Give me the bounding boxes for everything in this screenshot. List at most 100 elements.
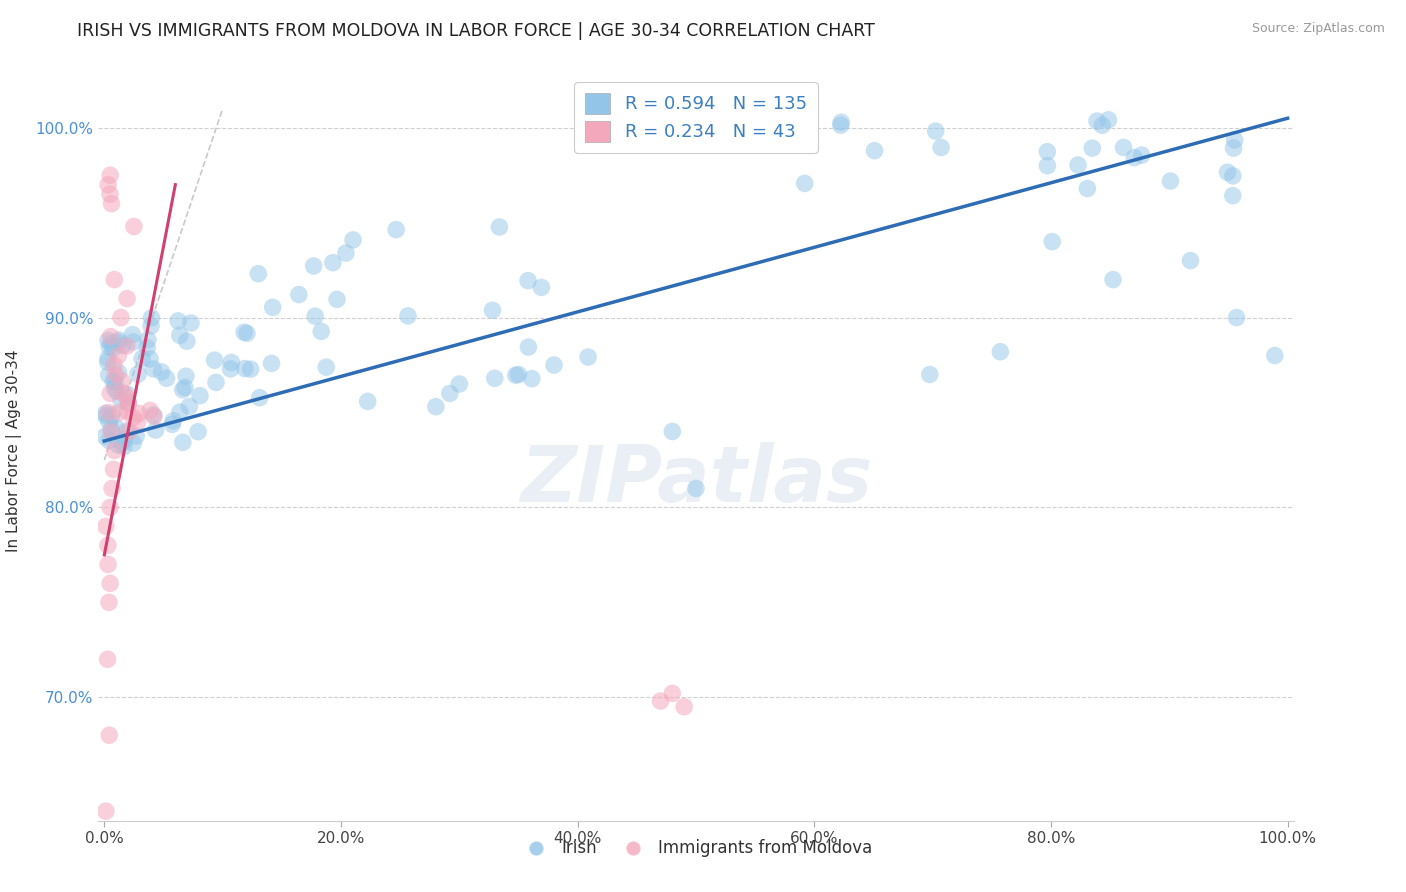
Point	[141, 310, 163, 325]
Point	[1036, 159, 1059, 173]
Point	[169, 405, 191, 419]
Point	[1091, 118, 1114, 132]
Point	[103, 462, 125, 476]
Point	[100, 408, 122, 422]
Point	[97, 595, 120, 609]
Point	[385, 222, 408, 236]
Point	[233, 361, 256, 376]
Point	[110, 374, 132, 388]
Point	[174, 369, 197, 384]
Point	[98, 434, 121, 448]
Point	[1081, 141, 1104, 155]
Point	[97, 351, 120, 366]
Point	[661, 425, 683, 439]
Point	[304, 309, 326, 323]
Text: ZIPatlas: ZIPatlas	[520, 442, 872, 518]
Point	[101, 342, 124, 356]
Point	[172, 383, 194, 397]
Point	[118, 425, 141, 439]
Point	[505, 368, 527, 383]
Point	[205, 376, 228, 390]
Point	[128, 407, 150, 421]
Point	[517, 274, 540, 288]
Point	[115, 424, 138, 438]
Point	[136, 341, 159, 355]
Point	[97, 368, 120, 382]
Point	[929, 140, 952, 154]
Point	[1180, 253, 1202, 268]
Point	[673, 699, 696, 714]
Point	[1216, 165, 1239, 179]
Point	[1097, 112, 1119, 127]
Point	[112, 386, 135, 401]
Point	[107, 438, 129, 452]
Point	[576, 350, 599, 364]
Point	[488, 219, 510, 234]
Point	[1222, 188, 1244, 202]
Point	[122, 436, 145, 450]
Point	[1264, 349, 1286, 363]
Point	[247, 267, 270, 281]
Point	[104, 376, 127, 390]
Point	[830, 118, 852, 132]
Point	[108, 333, 131, 347]
Point	[179, 400, 201, 414]
Point	[449, 377, 471, 392]
Point	[107, 366, 129, 380]
Point	[94, 409, 117, 423]
Point	[167, 314, 190, 328]
Point	[204, 353, 226, 368]
Point	[685, 482, 707, 496]
Point	[162, 417, 184, 432]
Point	[396, 309, 419, 323]
Point	[326, 293, 349, 307]
Point	[127, 415, 149, 429]
Point	[115, 339, 138, 353]
Point	[799, 138, 821, 153]
Point	[262, 301, 284, 315]
Point	[517, 340, 540, 354]
Point	[98, 187, 121, 202]
Point	[103, 272, 125, 286]
Point	[98, 340, 121, 354]
Point	[110, 393, 132, 408]
Point	[97, 414, 120, 428]
Point	[863, 144, 886, 158]
Point	[94, 429, 117, 443]
Point	[1130, 148, 1153, 162]
Point	[110, 310, 132, 325]
Point	[107, 335, 129, 350]
Point	[1159, 174, 1181, 188]
Point	[131, 351, 153, 366]
Point	[249, 391, 271, 405]
Point	[98, 576, 121, 591]
Point	[180, 316, 202, 330]
Point	[650, 694, 672, 708]
Point	[136, 333, 159, 347]
Point	[1085, 114, 1108, 128]
Point	[530, 280, 553, 294]
Point	[97, 405, 120, 419]
Point	[139, 403, 162, 417]
Point	[139, 351, 162, 366]
Point	[174, 380, 197, 394]
Point	[142, 408, 165, 422]
Point	[115, 404, 138, 418]
Point	[1067, 158, 1090, 172]
Point	[357, 394, 380, 409]
Point	[747, 112, 769, 127]
Point	[108, 405, 131, 419]
Point	[1112, 140, 1135, 154]
Point	[924, 124, 946, 138]
Point	[98, 500, 121, 515]
Point	[100, 425, 122, 439]
Point	[117, 387, 139, 401]
Point	[103, 443, 125, 458]
Point	[1223, 133, 1246, 147]
Point	[97, 652, 120, 666]
Point	[169, 328, 191, 343]
Point	[661, 686, 683, 700]
Point	[315, 360, 337, 375]
Point	[101, 482, 124, 496]
Point	[142, 362, 165, 376]
